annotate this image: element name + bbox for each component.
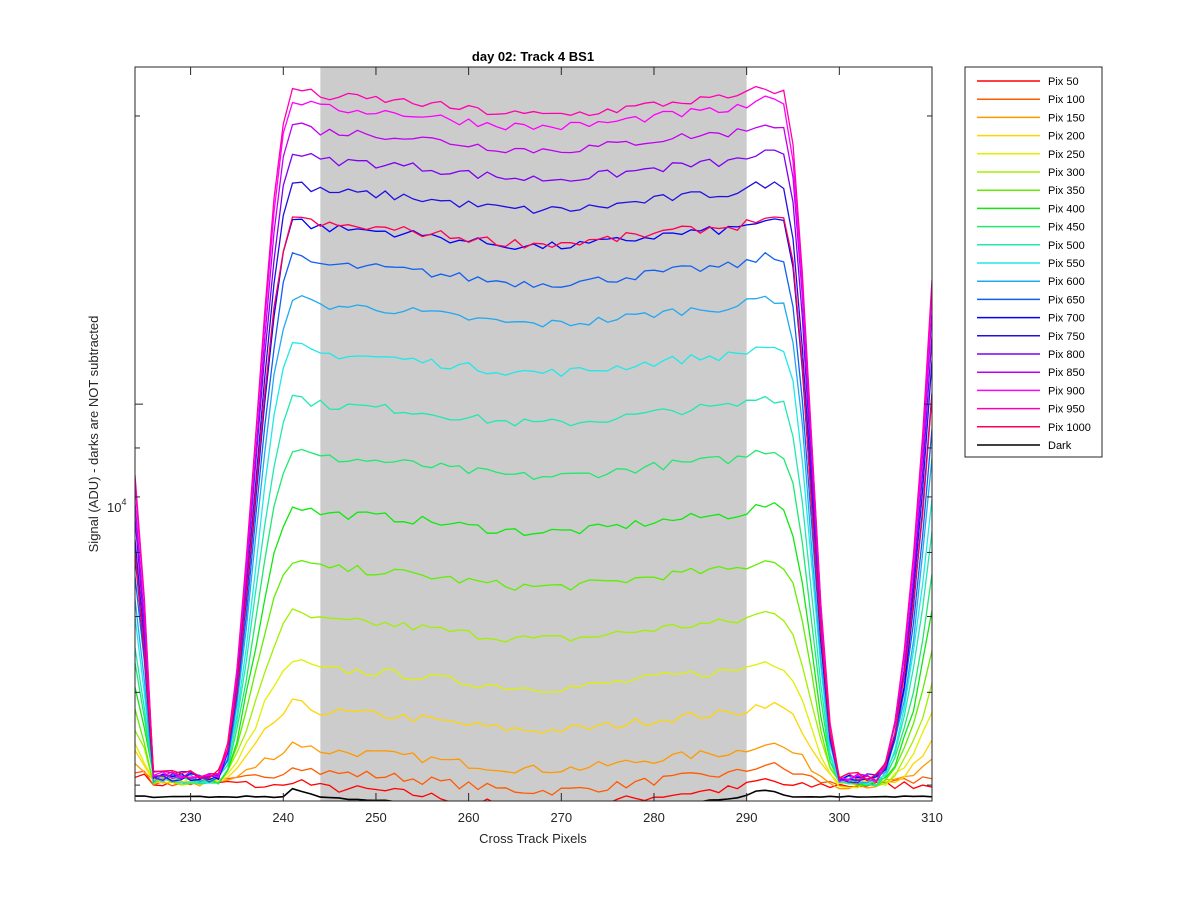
series-line (135, 559, 932, 787)
legend-entry: Pix 150 (1048, 112, 1085, 124)
series-line (135, 181, 932, 782)
x-tick-label: 310 (921, 810, 943, 825)
legend: Pix 50 Pix 100 Pix 150 Pix 200 Pix 250 Pix 30… (964, 66, 1103, 458)
series-lines (135, 85, 932, 801)
x-tick-label: 270 (550, 810, 572, 825)
x-tick-label: 230 (180, 810, 202, 825)
x-tick-label: 260 (458, 810, 480, 825)
legend-entry: Pix 950 (1048, 404, 1085, 416)
legend-entry: Pix 700 (1048, 313, 1085, 325)
legend-entry: Pix 600 (1048, 276, 1085, 288)
legend-entry: Pix 50 (1048, 76, 1079, 88)
x-axis-label: Cross Track Pixels (479, 831, 587, 846)
series-line (135, 95, 932, 783)
series-line (135, 659, 932, 789)
series-line (135, 761, 932, 796)
legend-entry: Pix 750 (1048, 331, 1085, 343)
series-line (135, 448, 932, 787)
legend-entry: Pix 450 (1048, 222, 1085, 234)
series-line (135, 294, 932, 784)
y-axis-label: Signal (ADU) - darks are NOT subtracted (86, 316, 101, 553)
series-line (135, 608, 932, 787)
x-tick-label: 290 (736, 810, 758, 825)
series-line (135, 698, 932, 784)
legend-entry: Pix 200 (1048, 131, 1085, 143)
series-line (135, 394, 932, 786)
legend-entry: Pix 500 (1048, 240, 1085, 252)
legend-entry: Pix 250 (1048, 149, 1085, 161)
series-line (135, 773, 932, 801)
legend-entry: Pix 300 (1048, 167, 1085, 179)
x-tick-label: 300 (828, 810, 850, 825)
series-line (135, 251, 932, 783)
series-line (135, 787, 932, 801)
legend-entry: Pix 850 (1048, 367, 1085, 379)
x-tick-label: 280 (643, 810, 665, 825)
y-tick-label: 104 (107, 497, 126, 515)
plot-frame (134, 66, 933, 802)
series-line (135, 342, 932, 785)
legend-entry: Pix 900 (1048, 385, 1085, 397)
legend-box (964, 66, 1103, 458)
legend-entry: Pix 1000 (1048, 422, 1091, 434)
legend-entry: Pix 550 (1048, 258, 1085, 270)
x-tick-label: 250 (365, 810, 387, 825)
series-line (135, 216, 932, 782)
series-line (135, 85, 932, 782)
legend-entry: Dark (1048, 440, 1072, 452)
shaded-region (320, 67, 747, 801)
series-line (135, 741, 932, 790)
legend-entry: Pix 100 (1048, 94, 1085, 106)
y-axis (135, 115, 932, 786)
legend-entry: Pix 400 (1048, 203, 1085, 215)
x-tick-label: 240 (272, 810, 294, 825)
series-line (135, 501, 932, 787)
legend-entry: Pix 800 (1048, 349, 1085, 361)
series-line (135, 149, 932, 784)
chart-title: day 02: Track 4 BS1 (472, 49, 594, 64)
legend-entry: Pix 350 (1048, 185, 1085, 197)
series-line (135, 122, 932, 782)
legend-entry: Pix 650 (1048, 294, 1085, 306)
x-axis: 230 240 250 260 270 280 290 300 310 (180, 67, 943, 825)
